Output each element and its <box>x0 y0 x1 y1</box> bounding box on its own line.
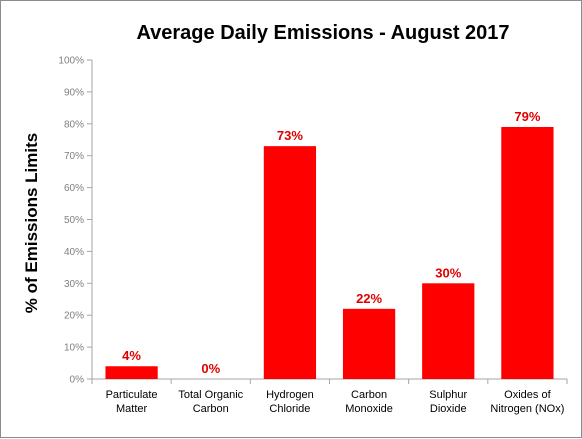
bar <box>342 308 396 379</box>
y-tick-label: 90% <box>64 87 84 98</box>
bar <box>501 126 554 380</box>
data-label: 4% <box>122 348 141 363</box>
bars <box>105 126 554 380</box>
bar <box>105 366 158 379</box>
y-tick-label: 10% <box>64 343 84 354</box>
chart-title: Average Daily Emissions - August 2017 <box>136 22 509 44</box>
data-label: 0% <box>201 361 220 376</box>
axes: 0% 10% 20% 30% 40% 50% 60% 70% 80% 90% 100% Particu… <box>58 56 568 415</box>
data-label: 79% <box>514 109 540 124</box>
y-tick-label: 40% <box>64 247 84 258</box>
x-tick-label: Particulate Matter <box>106 389 158 415</box>
y-tick-label: 50% <box>64 215 84 226</box>
x-tick-label: Total Organic Carbon <box>178 389 243 415</box>
y-tick-label: 0% <box>70 375 85 386</box>
y-tick-label: 100% <box>58 56 84 67</box>
x-tick-label: Oxides of Nitrogen (NOx) <box>490 389 564 415</box>
y-axis-label: % of Emissions Limits <box>22 133 41 313</box>
x-tick-label: Sulphur Dioxide <box>429 389 467 415</box>
data-label: 30% <box>435 265 461 280</box>
y-tick-label: 20% <box>64 311 84 322</box>
x-tick-label: Hydrogen Chloride <box>266 389 314 415</box>
bar <box>263 146 317 379</box>
data-label: 73% <box>277 128 303 143</box>
data-labels: 4% 0% 73% 22% 30% 79% <box>122 109 541 376</box>
data-label: 22% <box>356 291 382 306</box>
y-tick-label: 60% <box>64 183 84 194</box>
y-tick-label: 70% <box>64 151 84 162</box>
y-tick-label: 80% <box>64 119 84 130</box>
x-tick-label: Carbon Monoxide <box>345 389 393 415</box>
bar <box>422 283 475 379</box>
y-tick-label: 30% <box>64 279 84 290</box>
